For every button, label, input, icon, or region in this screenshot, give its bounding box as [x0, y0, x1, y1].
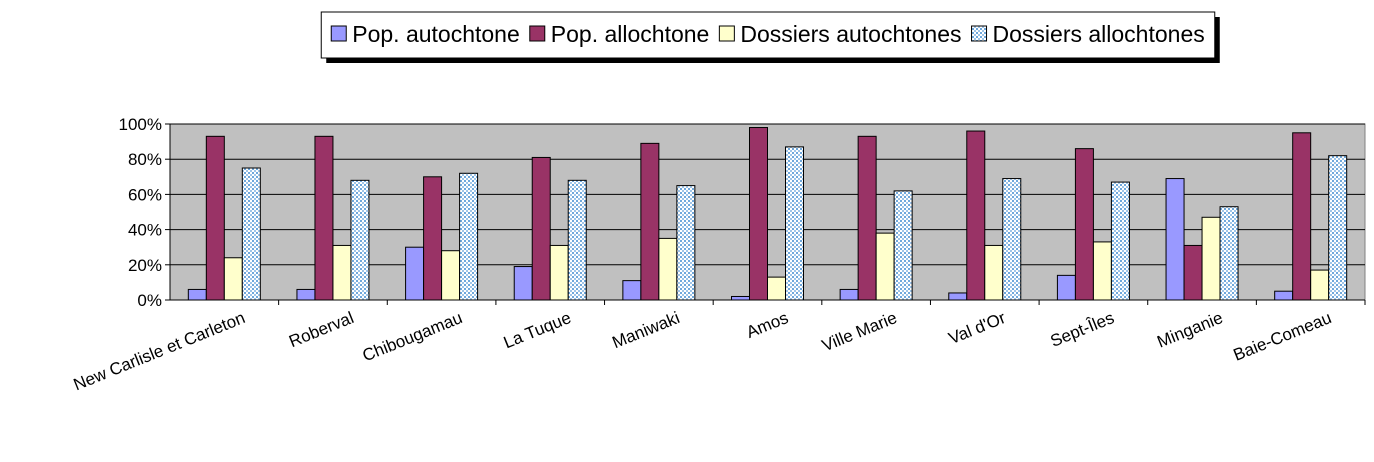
- x-tick-label: Chibougamau: [360, 308, 465, 365]
- bar: [749, 127, 768, 301]
- y-tick-label: 100%: [119, 115, 162, 134]
- bar: [405, 246, 425, 301]
- bar: [1219, 206, 1239, 301]
- legend: Pop. autochtone Pop. allochtone Dossiers a…: [320, 11, 1220, 63]
- x-tick-label: Baie-Comeau: [1231, 308, 1335, 365]
- bar: [966, 130, 986, 301]
- bar: [875, 232, 895, 301]
- bar: [441, 250, 461, 301]
- bar: [658, 237, 678, 301]
- bar: [223, 257, 243, 301]
- legend-label: Pop. allochtone: [551, 21, 710, 47]
- bar: [187, 288, 207, 301]
- bar: [1092, 241, 1112, 301]
- x-tick-label: Roberval: [286, 308, 356, 351]
- bar: [567, 179, 587, 301]
- bar: [1292, 132, 1312, 301]
- bar: [1110, 181, 1130, 301]
- bar: [948, 292, 968, 301]
- bar: [531, 156, 551, 301]
- x-tick-label: Val d'Or: [946, 308, 1009, 348]
- y-tick-label: 0%: [137, 291, 162, 310]
- x-tick-label: Sept-Îles: [1048, 308, 1117, 351]
- legend-label: Dossiers autochtones: [740, 21, 961, 47]
- y-tick-label: 40%: [128, 221, 162, 240]
- bar: [332, 244, 352, 301]
- x-tick-label: Ville Marie: [819, 308, 899, 355]
- bar: [205, 135, 225, 301]
- bar: [676, 185, 696, 301]
- x-tick-label: Minganie: [1154, 308, 1225, 351]
- legend-marker: [971, 25, 988, 42]
- bar: [785, 146, 804, 301]
- bar: [1201, 216, 1221, 301]
- bar: [350, 179, 370, 301]
- bar: [731, 295, 750, 301]
- bar: [513, 266, 533, 301]
- bar: [857, 135, 877, 301]
- bar: [622, 280, 642, 301]
- bar: [984, 244, 1004, 301]
- bar: [296, 288, 316, 301]
- bar: [1165, 178, 1185, 301]
- y-tick-label: 60%: [128, 185, 162, 204]
- bar: [314, 135, 334, 301]
- legend-marker: [529, 25, 546, 42]
- bar: [1274, 290, 1294, 301]
- bar: [241, 167, 261, 301]
- legend-label: Pop. autochtone: [352, 21, 520, 47]
- bar: [1074, 148, 1094, 301]
- bar: [423, 176, 443, 301]
- bar: [459, 172, 479, 301]
- legend-marker: [718, 25, 735, 42]
- bar: [1056, 274, 1076, 301]
- legend-box: [320, 11, 1216, 59]
- legend-label: Dossiers allochtones: [993, 21, 1205, 47]
- bar: [1002, 178, 1022, 301]
- bar: [1183, 244, 1203, 301]
- y-tick-label: 20%: [128, 256, 162, 275]
- x-tick-label: Maniwaki: [610, 308, 683, 352]
- x-tick-label: New Carlisle et Carleton: [71, 308, 248, 394]
- bar: [767, 276, 786, 301]
- bar: [1328, 155, 1348, 301]
- bar: [640, 142, 660, 301]
- x-tick-label: La Tuque: [501, 308, 574, 352]
- y-tick-label: 80%: [128, 150, 162, 169]
- x-tick-label: Amos: [744, 308, 791, 342]
- bar: [893, 190, 913, 301]
- bar: [549, 244, 569, 301]
- bar: [1310, 269, 1330, 301]
- bar: [839, 288, 859, 301]
- legend-marker: [330, 25, 347, 42]
